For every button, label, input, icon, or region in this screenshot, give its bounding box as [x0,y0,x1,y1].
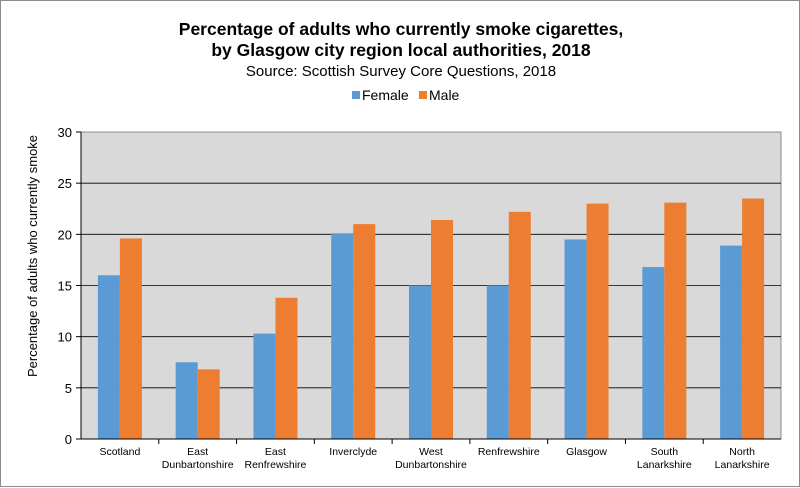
y-axis-title: Percentage of adults who currently smoke [25,135,40,377]
bar-female [409,285,431,439]
bar-male [431,220,453,439]
y-tick-label: 15 [58,279,72,294]
y-tick-label: 0 [65,432,72,447]
x-tick-label: West [419,446,443,458]
legend-swatch-male [419,91,427,99]
x-tick-label: Glasgow [566,446,607,458]
x-tick-label: East [265,446,286,458]
x-tick-label: Lanarkshire [715,459,770,471]
bar-male [742,198,765,439]
x-tick-label: Inverclyde [329,446,377,458]
x-tick-label: East [187,446,208,458]
legend: Female Male [352,87,460,103]
bar-female [253,333,276,439]
chart-title-line2: by Glasgow city region local authorities… [211,40,591,60]
bar-female [642,267,665,439]
bars [97,198,765,439]
x-tick-label: Renfrewshire [478,446,540,458]
bar-female [97,275,120,439]
bar-male [119,238,142,439]
y-tick-label: 25 [58,176,72,191]
x-tick-label: Scotland [99,446,140,458]
y-tick-label: 10 [58,330,72,345]
chart-subtitle: Source: Scottish Survey Core Questions, … [246,63,556,80]
bar-male [353,224,376,439]
legend-label-female: Female [362,87,409,103]
bar-male [508,211,531,439]
bar-female [175,362,198,439]
y-tick-label: 30 [58,125,72,140]
bar-male [586,203,609,439]
x-tick-label: South [651,446,679,458]
legend-label-male: Male [429,87,460,103]
x-tick-label: Dunbartonshire [162,459,234,471]
y-axis: 0 5 10 15 20 25 30 [58,125,781,447]
y-tick-label: 20 [58,227,72,242]
bar-female [486,285,509,439]
bar-female [564,239,587,439]
bar-male [275,297,298,439]
x-tick-label: North [729,446,755,458]
chart-title: Percentage of adults who currently smoke… [179,19,623,39]
y-tick-label: 5 [65,381,72,396]
x-tick-label: Dunbartonshire [395,459,467,471]
bar-male [664,202,687,439]
x-tick-label: Lanarkshire [637,459,692,471]
bar-female [331,233,354,439]
bar-male [197,369,220,439]
x-axis: Scotland EastDunbartonshireEastRenfrewshi… [99,439,770,471]
x-tick-label: Renfrewshire [245,459,307,471]
legend-swatch-female [352,91,360,99]
bar-female [720,245,743,439]
